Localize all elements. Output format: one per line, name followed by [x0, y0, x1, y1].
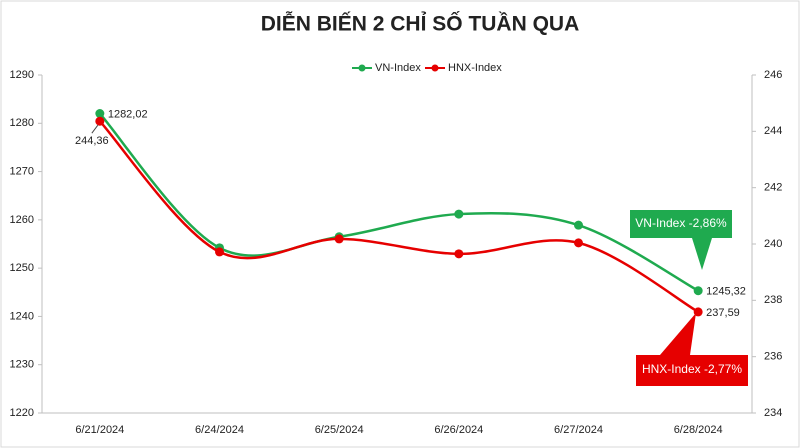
- point: [454, 249, 464, 259]
- chart-title: DIỄN BIẾN 2 CHỈ SỐ TUẦN QUA: [261, 12, 580, 36]
- y-tick-label: 1250: [10, 262, 34, 274]
- data-label: 237,59: [706, 307, 740, 319]
- point: [95, 109, 105, 119]
- point: [574, 238, 583, 248]
- y-tick-label: 1240: [10, 310, 34, 322]
- leader-line: [91, 124, 99, 134]
- data-label: 1282,02: [108, 108, 148, 120]
- y2-tick-label: 242: [764, 182, 782, 194]
- callout-vn: VN-Index -2,86%: [630, 210, 732, 270]
- y-tick-label: 1270: [10, 165, 34, 177]
- y2-tick-label: 236: [764, 351, 782, 363]
- y-tick-label: 1230: [10, 359, 34, 371]
- legend-marker: [431, 64, 439, 72]
- y2-tick-label: 234: [764, 407, 782, 419]
- legend-marker: [358, 64, 366, 72]
- x-tick-label: 6/25/2024: [315, 424, 364, 436]
- x-tick-label: 6/27/2024: [554, 424, 603, 436]
- point: [693, 307, 703, 317]
- data-label: 244,36: [75, 135, 109, 147]
- callout-shape: [636, 313, 748, 386]
- point: [334, 234, 344, 244]
- series-line: [98, 120, 699, 313]
- point: [95, 116, 105, 126]
- annotation: VN-Index -2,86%: [635, 216, 727, 230]
- x-tick-label: 6/28/2024: [674, 424, 723, 436]
- data-label: 1245,32: [706, 286, 746, 298]
- x-tick-label: 6/26/2024: [434, 424, 483, 436]
- point: [693, 286, 703, 296]
- point: [215, 247, 224, 257]
- y-tick-label: 1290: [10, 69, 34, 81]
- legend-label: HNX-Index: [448, 62, 502, 74]
- annotation: HNX-Index -2,77%: [642, 362, 742, 376]
- y-tick-label: 1280: [10, 117, 34, 129]
- x-tick-label: 6/21/2024: [75, 424, 124, 436]
- callout-shape: [630, 210, 732, 270]
- point: [454, 209, 464, 219]
- callout-hnx: HNX-Index -2,77%: [636, 313, 748, 386]
- y2-tick-label: 244: [764, 125, 782, 137]
- legend-label: VN-Index: [375, 62, 421, 74]
- y2-tick-label: 246: [764, 69, 782, 81]
- y2-tick-label: 238: [764, 294, 782, 306]
- y-tick-label: 1220: [10, 407, 34, 419]
- point: [574, 220, 583, 230]
- y-tick-label: 1260: [10, 214, 34, 226]
- series-line: [98, 112, 699, 292]
- x-tick-label: 6/24/2024: [195, 424, 244, 436]
- y2-tick-label: 240: [764, 238, 782, 250]
